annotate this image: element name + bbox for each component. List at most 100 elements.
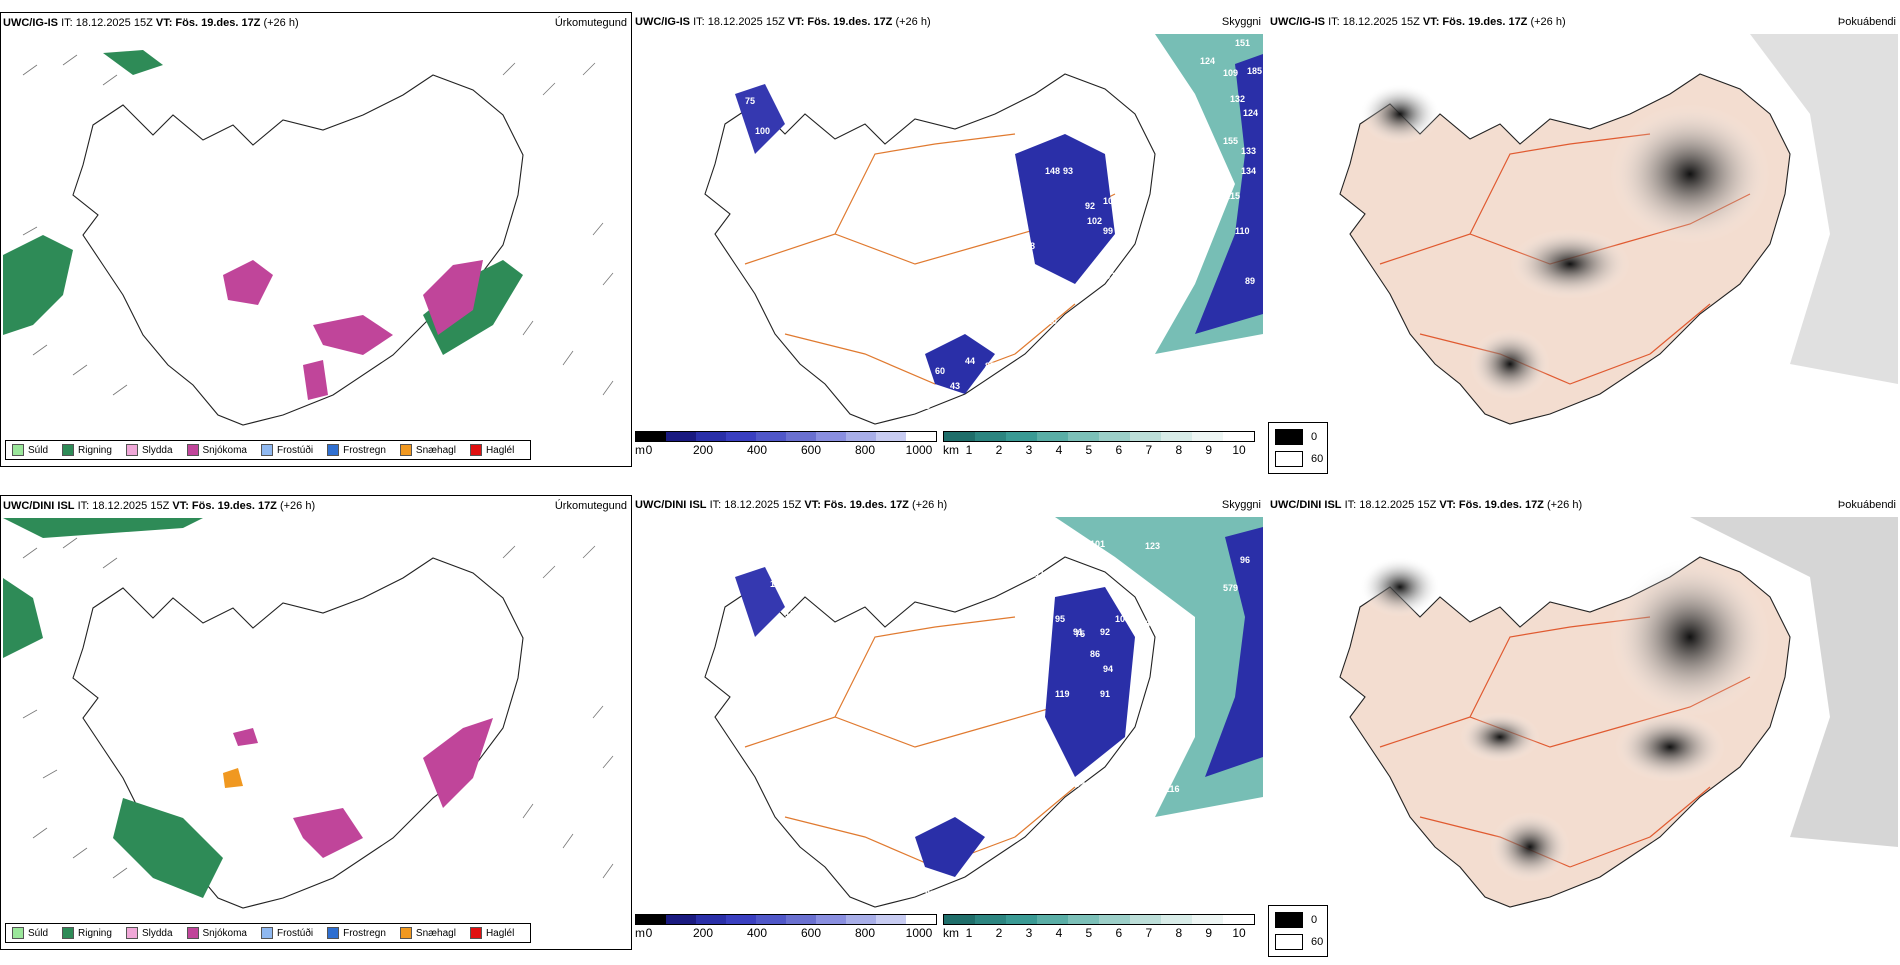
ceiling-colorbar: m 0 200 400 600 800 1000: [635, 914, 937, 944]
panel-title: Úrkomutegund: [554, 17, 627, 29]
snow-area-3: [313, 315, 393, 355]
ceiling-value-label: 61: [927, 709, 937, 719]
init-time: IT: 18.12.2025 15Z: [61, 17, 153, 29]
valid-time: Fös. 19.des. 17Z: [823, 499, 909, 511]
ceiling-value-label: 97: [1025, 774, 1035, 784]
ceiling-value-label: 107: [785, 609, 800, 619]
ceiling-value-label: 124: [1200, 56, 1215, 66]
rain-area-west: [3, 578, 43, 658]
rain-area-southwest: [113, 798, 223, 898]
ceiling-value-label: 62: [783, 799, 793, 809]
ceiling-value-label: 110: [1235, 226, 1250, 236]
ceiling-value-label: 248: [1160, 724, 1175, 734]
fog-panel: UWC/IG-IS IT: 18.12.2025 15Z VT: Fös. 19…: [1268, 12, 1900, 467]
sea-low-ceiling-east: [1205, 527, 1263, 777]
ceiling-value-label: 88: [1140, 619, 1150, 629]
fog-blob: [1510, 229, 1630, 299]
low-ceiling-east: [1045, 587, 1135, 777]
ceiling-value-label: 100: [755, 126, 770, 136]
low-ceiling-south: [925, 334, 995, 394]
ceiling-value-label: 119: [1055, 689, 1070, 699]
ceiling-value-label: 50: [1095, 814, 1105, 824]
ceiling-value-label: 80: [1100, 797, 1110, 807]
ceiling-value-label: 116: [1165, 784, 1180, 794]
ceiling-ticks: 0 200 400 600 800 1000: [645, 443, 933, 457]
fog-sea-east: [1750, 34, 1898, 384]
ceiling-value-label: 74: [1070, 809, 1080, 819]
precip-map: [3, 50, 614, 426]
panel-header: UWC/DINI ISL IT: 18.12.2025 15Z VT: Fös.…: [635, 499, 1261, 515]
valid-time-label: VT:: [787, 16, 805, 28]
fog-legend-low: 60: [1311, 453, 1324, 465]
valid-time: Fös. 19.des. 17Z: [807, 16, 893, 28]
visibility-unit: km: [943, 443, 959, 457]
ceiling-value-label: 52: [1105, 271, 1115, 281]
lead-time: (+26 h): [1546, 499, 1583, 511]
ceiling-value-label: 124: [1243, 108, 1258, 118]
visibility-ticks: 1 2 3 4 5 6 7 8 9 10: [965, 443, 1246, 457]
legend-item: Frostúði: [260, 444, 313, 456]
ceiling-value-label: 185: [1247, 66, 1262, 76]
roads: [744, 616, 1116, 868]
legend-item: Frostregn: [327, 927, 386, 939]
ceiling-value-label: 75: [1075, 629, 1085, 639]
ceiling-value-label: 109: [937, 874, 952, 884]
ceiling-value-label: 114: [1035, 569, 1050, 579]
legend-item: Snæhagl: [399, 444, 456, 456]
ceiling-unit: m: [635, 443, 645, 457]
panel-header: UWC/IG-IS IT: 18.12.2025 15Z VT: Fös. 19…: [3, 17, 627, 33]
legend-item: Rigning: [62, 444, 112, 456]
low-ceiling-northeast: [1015, 134, 1115, 284]
ceiling-value-label: 99: [1103, 226, 1113, 236]
lead-time: (+26 h): [1530, 16, 1566, 28]
panel-title: Skyggni: [1221, 499, 1261, 511]
fog-blob: [1490, 812, 1570, 882]
model-name: UWC/DINI ISL: [635, 499, 707, 511]
fog-blob: [1460, 712, 1540, 762]
model-name: UWC/DINI ISL: [1270, 499, 1342, 511]
rain-area-north: [3, 518, 203, 538]
snow-area-2: [423, 260, 483, 335]
valid-time-label: VT:: [155, 17, 173, 29]
precip-legend: Súld Rigning Slydda Snjókoma Frostúði Fr…: [5, 923, 532, 943]
ceiling-value-label: 86: [1090, 649, 1100, 659]
fog-blob: [1360, 557, 1440, 617]
precip-type-panel: UWC/IG-IS IT: 18.12.2025 15Z VT: Fös. 19…: [0, 12, 632, 467]
model-name: UWC/DINI ISL: [3, 500, 75, 512]
panel-title: Þokuábendi: [1837, 16, 1896, 28]
iceland-outline: [704, 556, 1156, 908]
rain-area-north: [103, 50, 163, 75]
row-dini-isl: UWC/DINI ISL IT: 18.12.2025 15Z VT: Fös.…: [0, 495, 1900, 965]
snow-area-1: [223, 260, 273, 305]
ceiling-value-label: 102: [1087, 216, 1102, 226]
ceiling-value-label: 75: [933, 729, 943, 739]
ceiling-colorbar: m 0 200 400 600 800 1000: [635, 431, 937, 461]
valid-time: Fös. 19.des. 17Z: [175, 17, 261, 29]
ceiling-value-label: 155: [1223, 136, 1238, 146]
rain-area-west: [3, 235, 73, 335]
ceiling-value-label: 103: [875, 256, 890, 266]
ceiling-value-label: 43: [950, 381, 960, 391]
ceiling-value-label: 87: [985, 361, 995, 371]
fog-legend: 0 60: [1268, 422, 1328, 474]
valid-time-label: VT:: [1439, 499, 1456, 511]
wind-barbs: [22, 54, 614, 396]
ceiling-value-label: 103: [1115, 614, 1130, 624]
precip-legend: Súld Rigning Slydda Snjókoma Frostúði Fr…: [5, 440, 532, 460]
init-time: IT: 18.12.2025 15Z: [77, 500, 170, 512]
legend-item: Snæhagl: [399, 927, 456, 939]
ceiling-value-label: 60: [815, 251, 825, 261]
ceiling-unit: m: [635, 926, 645, 940]
snow-area-2: [293, 808, 363, 858]
valid-time-label: VT:: [1422, 16, 1440, 28]
legend-item: Frostregn: [327, 444, 386, 456]
ceiling-value-label: 105: [770, 579, 785, 589]
ceiling-value-label: 151: [1235, 38, 1250, 48]
ceiling-value-label: 95: [1055, 614, 1065, 624]
ceiling-value-label: 215: [1225, 191, 1240, 201]
legend-item: Slydda: [125, 444, 173, 456]
ceiling-value-label: 99: [1075, 779, 1085, 789]
legend-item: Súld: [12, 927, 48, 939]
fog-blob: [1615, 712, 1725, 782]
visibility-ticks: 1 2 3 4 5 6 7 8 9 10: [965, 926, 1246, 940]
